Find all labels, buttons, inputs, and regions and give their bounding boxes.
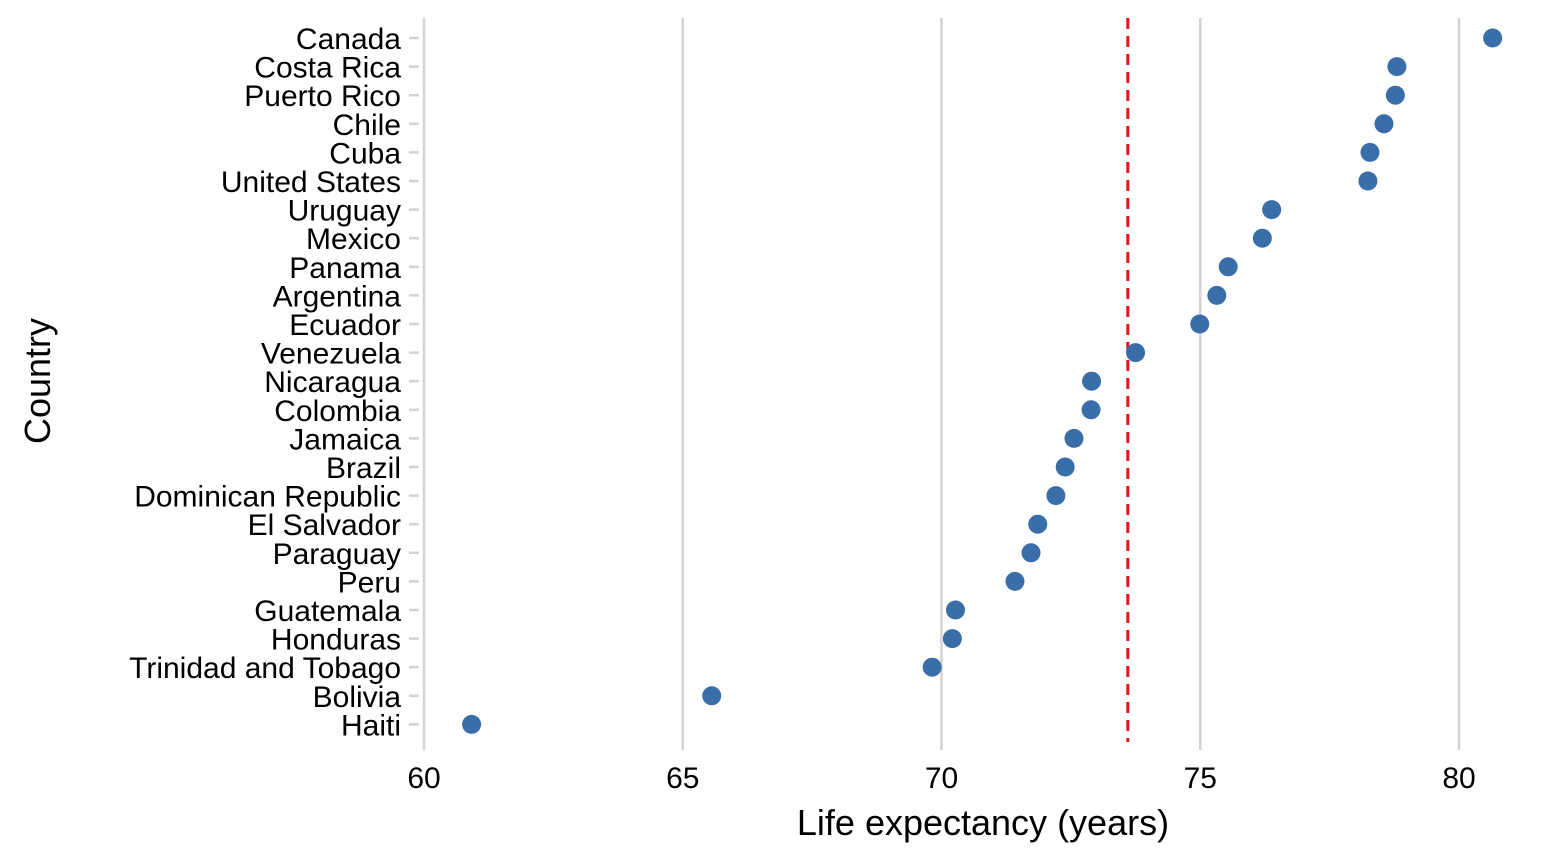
x-tick-label-75: 75: [1184, 762, 1217, 795]
x-tick-label-65: 65: [666, 762, 699, 795]
x-tick-label-80: 80: [1442, 762, 1475, 795]
data-point-paraguay: [1021, 543, 1041, 563]
data-point-argentina: [1207, 285, 1227, 305]
y-tick-label: Trinidad and Tobago: [129, 652, 401, 685]
data-point-panama: [1218, 257, 1238, 277]
data-point-venezuela: [1126, 343, 1146, 363]
y-tick-label: Chile: [333, 109, 401, 142]
data-point-el-salvador: [1028, 514, 1048, 534]
y-tick-label: Puerto Rico: [244, 80, 401, 113]
data-point-ecuador: [1190, 314, 1210, 334]
y-tick-label: Ecuador: [289, 309, 401, 342]
y-tick-label: Mexico: [306, 223, 401, 256]
data-point-trinidad-and-tobago: [922, 657, 942, 677]
data-point-jamaica: [1064, 428, 1084, 448]
y-tick-label: Dominican Republic: [134, 481, 401, 514]
y-tick-label: Nicaragua: [264, 366, 401, 399]
data-point-dominican-republic: [1046, 486, 1066, 506]
data-point-chile: [1374, 114, 1394, 134]
gridlines: [422, 18, 1461, 742]
y-tick-label: Venezuela: [261, 338, 401, 371]
y-tick-label: Guatemala: [254, 595, 401, 628]
y-tick-label: Costa Rica: [254, 52, 401, 85]
data-point-uruguay: [1262, 200, 1282, 220]
y-tick-label: Haiti: [341, 709, 401, 742]
data-point-bolivia: [702, 686, 722, 706]
data-point-guatemala: [945, 600, 965, 620]
y-tick-label: Brazil: [326, 452, 401, 485]
y-tick-label: Canada: [296, 23, 401, 56]
data-point-costa-rica: [1387, 57, 1407, 77]
y-tick-label: El Salvador: [248, 509, 401, 542]
data-point-united-states: [1358, 171, 1378, 191]
x-axis-title: Life expectancy (years): [797, 802, 1169, 843]
data-point-canada: [1483, 28, 1503, 48]
y-tick-label: Argentina: [273, 280, 402, 313]
y-axis-title: Country: [17, 318, 58, 444]
y-tick-label: Honduras: [271, 624, 401, 657]
data-point-honduras: [942, 629, 962, 649]
y-tick-label: Panama: [289, 252, 401, 285]
y-tick-label: Cuba: [329, 137, 401, 170]
data-point-puerto-rico: [1385, 85, 1405, 105]
data-point-mexico: [1252, 228, 1272, 248]
y-tick-label: Colombia: [274, 395, 401, 428]
data-points: [462, 28, 1503, 734]
y-tick-label: Paraguay: [273, 538, 401, 571]
data-point-peru: [1005, 571, 1025, 591]
y-tick-label: Jamaica: [289, 423, 401, 456]
y-tick-label: United States: [221, 166, 401, 199]
data-point-nicaragua: [1082, 371, 1102, 391]
data-point-cuba: [1360, 142, 1380, 162]
y-tick-label: Peru: [338, 566, 401, 599]
data-point-haiti: [462, 714, 482, 734]
axes: [409, 36, 1461, 750]
data-point-brazil: [1055, 457, 1075, 477]
x-tick-label-60: 60: [407, 762, 440, 795]
y-tick-label: Uruguay: [288, 195, 401, 228]
data-point-colombia: [1081, 400, 1101, 420]
x-tick-label-70: 70: [925, 762, 958, 795]
y-tick-label: Bolivia: [313, 681, 402, 714]
